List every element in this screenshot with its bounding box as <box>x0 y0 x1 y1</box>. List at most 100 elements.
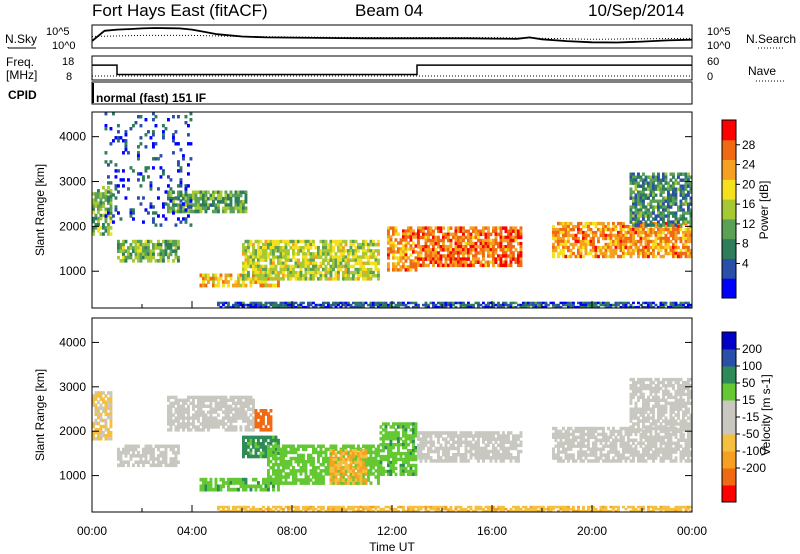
cell <box>687 239 690 244</box>
cell <box>604 254 608 259</box>
cell <box>312 274 315 278</box>
cell <box>374 261 378 266</box>
cell <box>562 447 565 451</box>
cell <box>337 466 340 471</box>
cell <box>684 202 688 206</box>
cell <box>382 437 385 441</box>
cell <box>512 251 515 255</box>
cell <box>172 151 175 155</box>
cell <box>337 274 340 278</box>
cell <box>472 254 475 258</box>
cell <box>394 460 398 465</box>
cell <box>304 478 308 482</box>
cell <box>497 245 500 249</box>
cell <box>562 435 565 439</box>
cell <box>182 410 185 414</box>
cell <box>277 249 280 253</box>
cell <box>329 270 333 275</box>
cell <box>302 456 305 461</box>
cell <box>239 273 243 278</box>
cell <box>674 190 678 194</box>
cell <box>302 459 305 464</box>
cell <box>574 224 578 229</box>
noise-tick-bottom-right: 10^0 <box>707 40 731 52</box>
cell <box>239 410 243 414</box>
cell <box>507 434 510 438</box>
cell <box>354 449 358 453</box>
cell <box>184 398 188 402</box>
cell <box>189 223 193 227</box>
cell <box>624 305 628 309</box>
cell <box>234 206 238 211</box>
cell <box>172 206 175 211</box>
cell <box>624 245 628 250</box>
cell <box>599 251 603 256</box>
cell <box>152 112 155 116</box>
cell <box>584 303 588 307</box>
cell <box>689 239 693 244</box>
cell <box>487 238 490 243</box>
cell <box>92 421 95 426</box>
cell <box>129 447 133 452</box>
cell <box>569 303 573 307</box>
cell <box>107 163 110 167</box>
cell <box>232 425 235 429</box>
cell <box>314 303 318 307</box>
cell <box>267 481 270 485</box>
cell <box>612 227 615 232</box>
cell <box>682 178 685 182</box>
cell <box>184 115 188 119</box>
feature-9 <box>104 112 193 227</box>
cell <box>199 484 203 489</box>
cell <box>477 260 480 264</box>
cell <box>109 409 113 414</box>
cell <box>184 196 188 201</box>
cell <box>327 447 330 452</box>
cell <box>647 242 650 247</box>
cell <box>504 453 508 457</box>
cell <box>509 257 513 261</box>
cell <box>519 305 523 309</box>
cell <box>244 477 248 482</box>
cell <box>219 477 223 482</box>
cell <box>97 216 100 221</box>
cell <box>347 303 350 307</box>
cell <box>354 481 358 485</box>
cell <box>317 270 320 275</box>
cell <box>99 195 103 199</box>
cell <box>354 463 358 467</box>
cell <box>259 454 263 459</box>
cell <box>474 260 478 264</box>
cell <box>614 239 618 244</box>
cell <box>224 407 228 411</box>
cell <box>607 221 610 226</box>
cell <box>642 248 645 253</box>
cell <box>132 454 135 458</box>
cell <box>104 226 108 230</box>
cell <box>104 198 108 202</box>
cell <box>437 434 440 438</box>
cell <box>337 258 340 262</box>
cell <box>319 469 323 473</box>
cell <box>267 472 270 476</box>
cell <box>132 211 135 215</box>
cell <box>289 274 293 278</box>
cell <box>684 301 688 305</box>
cell <box>244 200 248 204</box>
cell <box>297 277 300 281</box>
cell <box>507 431 510 435</box>
cell <box>312 242 315 247</box>
cell <box>657 187 660 191</box>
cell <box>352 454 355 459</box>
cell <box>632 227 635 232</box>
cell <box>379 449 383 453</box>
cell <box>412 472 415 476</box>
cell <box>459 238 463 243</box>
cell <box>204 422 208 426</box>
cell <box>334 451 338 456</box>
cell <box>514 248 518 252</box>
cell <box>147 130 150 134</box>
cell <box>627 301 630 305</box>
cell <box>647 181 650 185</box>
cell <box>464 251 468 255</box>
